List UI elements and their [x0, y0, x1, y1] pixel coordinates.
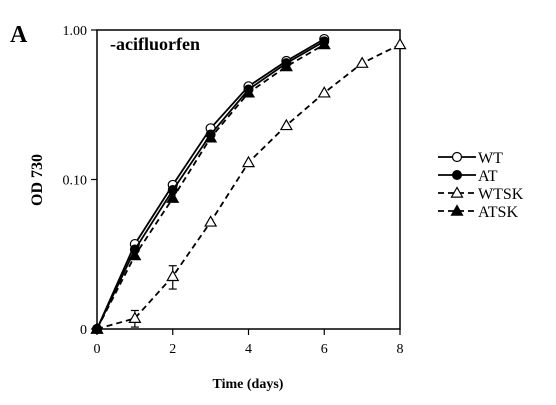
- legend-marker: [450, 186, 464, 198]
- series-line-atsk: [96, 43, 325, 330]
- legend-entry-atsk: ATSK: [438, 204, 518, 221]
- series-line-at: [96, 40, 325, 330]
- data-point-atsk: [241, 86, 256, 98]
- series-atsk: [90, 37, 331, 334]
- axes: 0 2 4 6 8 0 0.10 1.00: [63, 24, 404, 357]
- x-tick-label: 8: [397, 342, 404, 357]
- y-tick-label: 0: [80, 323, 87, 338]
- x-tick-label: 4: [245, 342, 252, 357]
- x-tick-label: 2: [169, 342, 176, 357]
- data-point-atsk: [317, 37, 331, 50]
- legend-entry-wt: WT: [438, 150, 503, 167]
- legend-entry-wtsk: WTSK: [438, 186, 524, 203]
- legend-entry-at: AT: [438, 168, 498, 185]
- data-point-atsk: [166, 191, 180, 203]
- legend-marker: [450, 204, 464, 216]
- panel-label: A: [10, 22, 28, 48]
- data-point-wtsk: [317, 86, 331, 98]
- data-point-wtsk: [241, 155, 256, 168]
- data-point-atsk: [128, 248, 142, 261]
- legend-label: ATSK: [478, 204, 518, 221]
- data-point-wtsk: [355, 56, 369, 68]
- y-tick-label: 1.00: [63, 24, 88, 39]
- legend-label: WTSK: [478, 186, 524, 203]
- data-point-wtsk: [166, 269, 180, 282]
- legend-marker: [452, 170, 462, 180]
- series-at: [92, 36, 330, 334]
- data-point-wtsk: [393, 37, 407, 50]
- legend-label: AT: [478, 168, 498, 185]
- legend-marker: [451, 151, 463, 163]
- data-point-wtsk: [128, 311, 142, 323]
- data-point-wtsk: [279, 118, 293, 131]
- x-tick-label: 6: [321, 342, 328, 357]
- x-axis-label: Time (days): [213, 377, 284, 392]
- data-point-wtsk: [204, 215, 218, 227]
- y-axis-label: OD 730: [29, 154, 46, 206]
- y-tick-label: 0.10: [63, 174, 88, 189]
- data-point-atsk: [90, 322, 104, 334]
- chart-title: -acifluorfen: [110, 34, 200, 54]
- series-layer: [90, 33, 407, 335]
- series-line-wt: [96, 38, 325, 330]
- series-wt: [91, 33, 330, 335]
- legend-label: WT: [478, 150, 503, 167]
- data-point-atsk: [204, 131, 218, 143]
- x-tick-label: 0: [94, 342, 101, 357]
- series-wtsk: [90, 37, 407, 334]
- plot-frame: [96, 29, 401, 330]
- data-point-atsk: [279, 59, 293, 72]
